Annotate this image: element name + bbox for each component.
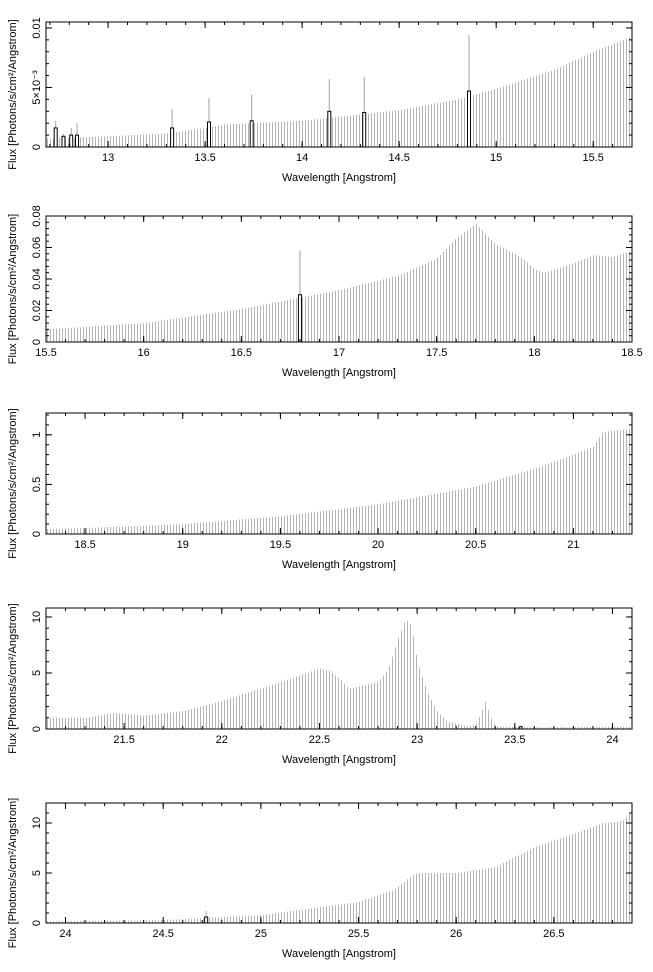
emission-line-mark: [75, 134, 80, 148]
x-axis-title: Wavelength [Angstrom]: [282, 754, 396, 766]
x-tick-label: 22: [216, 734, 228, 746]
x-tick-label: 21: [567, 539, 579, 551]
x-tick-label: 14.5: [388, 152, 409, 164]
emission-line-mark: [249, 120, 254, 148]
spectrum-panel-2: 15.5 16 16.5 17 17.5 18 18.5 0 0.02 0.04 0.06 0.08 W…: [7, 205, 643, 379]
y-tick-label: 0: [31, 726, 43, 732]
emission-line-mark: [170, 127, 175, 148]
emission-line-mark: [467, 90, 472, 148]
emission-line-mark: [53, 127, 58, 148]
plot-frame: [45, 21, 633, 148]
x-tick-label: 18: [528, 347, 540, 359]
spectrum-panel-5: 24 24.5 25 25.5 26 26.5 0 5 10 Wavelength [Angstr…: [7, 798, 633, 960]
x-tick-label: 18.5: [621, 347, 642, 359]
y-axis-title: Flux [Photons/s/cm²/Angstrom]: [7, 19, 19, 169]
x-tick-label: 21.5: [113, 734, 134, 746]
y-axis-title: Flux [Photons/s/cm²/Angstrom]: [7, 798, 19, 948]
y-tick-label: 0: [31, 144, 43, 150]
y-tick-label: 10: [31, 611, 43, 623]
y-tick-label: 0: [31, 339, 43, 345]
x-tick-label: 22.5: [309, 734, 330, 746]
x-tick-label: 26.5: [543, 928, 564, 940]
x-tick-label: 24.5: [152, 928, 173, 940]
x-tick-label: 16: [138, 347, 150, 359]
y-tick-label: 0.5: [31, 477, 43, 492]
spectrum-panel-3: 18.5 19 19.5 20 20.5 21 0 0.5 1 Wavelength [Angst…: [7, 408, 633, 571]
y-tick-label: 0.08: [31, 205, 43, 226]
y-tick-label: 5: [31, 670, 43, 676]
y-tick-label: 5×10⁻³: [31, 70, 43, 105]
y-axis-title: Flux [Photons/s/cm²/Angstrom]: [7, 214, 19, 364]
emission-line-mark: [206, 121, 211, 148]
y-axis-title: Flux [Photons/s/cm²/Angstrom]: [7, 603, 19, 753]
x-tick-label: 23: [411, 734, 423, 746]
x-tick-label: 23.5: [504, 734, 525, 746]
spectrum-panel-4: 21.5 22 22.5 23 23.5 24 0 5 10 Wavelength [Angstr…: [7, 603, 633, 766]
x-tick-label: 14: [296, 152, 308, 164]
y-tick-label: 0: [31, 531, 43, 537]
flux-bars: [47, 621, 630, 729]
x-tick-label: 13: [102, 152, 114, 164]
x-tick-label: 15.5: [35, 347, 56, 359]
x-tick-label: 15: [490, 152, 502, 164]
x-tick-label: 16.5: [231, 347, 252, 359]
x-axis-title: Wavelength [Angstrom]: [282, 559, 396, 571]
y-tick-label: 10: [31, 817, 43, 829]
x-tick-label: 17.5: [426, 347, 447, 359]
flux-bars: [47, 37, 630, 147]
y-tick-label: 5: [31, 870, 43, 876]
flux-bars: [47, 224, 630, 342]
y-axis-title: Flux [Photons/s/cm²/Angstrom]: [7, 408, 19, 558]
x-tick-label: 15.5: [582, 152, 603, 164]
x-tick-label: 20.5: [465, 539, 486, 551]
x-tick-label: 24: [59, 928, 71, 940]
x-axis-title: Wavelength [Angstrom]: [282, 948, 396, 960]
y-tick-label: 1: [31, 432, 43, 438]
x-tick-label: 13.5: [194, 152, 215, 164]
emission-line-mark: [297, 294, 302, 343]
y-tick-label: 0.02: [31, 300, 43, 321]
y-tick-label: 0.06: [31, 237, 43, 258]
x-axis-title: Wavelength [Angstrom]: [282, 367, 396, 379]
x-tick-label: 19.5: [270, 539, 291, 551]
x-tick-label: 24: [606, 734, 618, 746]
x-tick-label: 18.5: [74, 539, 95, 551]
y-tick-label: 0.01: [31, 17, 43, 38]
flux-bars: [47, 814, 630, 923]
emission-line-mark: [327, 110, 332, 148]
x-tick-label: 25.5: [348, 928, 369, 940]
x-tick-label: 20: [372, 539, 384, 551]
x-tick-label: 25: [255, 928, 267, 940]
x-tick-label: 17: [333, 347, 345, 359]
emission-line-mark: [362, 111, 367, 148]
emission-line-mark: [204, 916, 209, 924]
emission-line-mark: [69, 134, 74, 148]
emission-line-mark: [61, 135, 66, 148]
y-tick-label: 0: [31, 920, 43, 926]
x-axis-title: Wavelength [Angstrom]: [282, 172, 396, 184]
x-tick-label: 19: [177, 539, 189, 551]
spectrum-panel-1: 13 13.5 14 14.5 15 15.5 0 5×10⁻³ 0.01 Wavelength …: [7, 17, 633, 184]
flux-bars: [47, 429, 630, 534]
x-tick-label: 26: [450, 928, 462, 940]
y-tick-label: 0.04: [31, 268, 43, 289]
